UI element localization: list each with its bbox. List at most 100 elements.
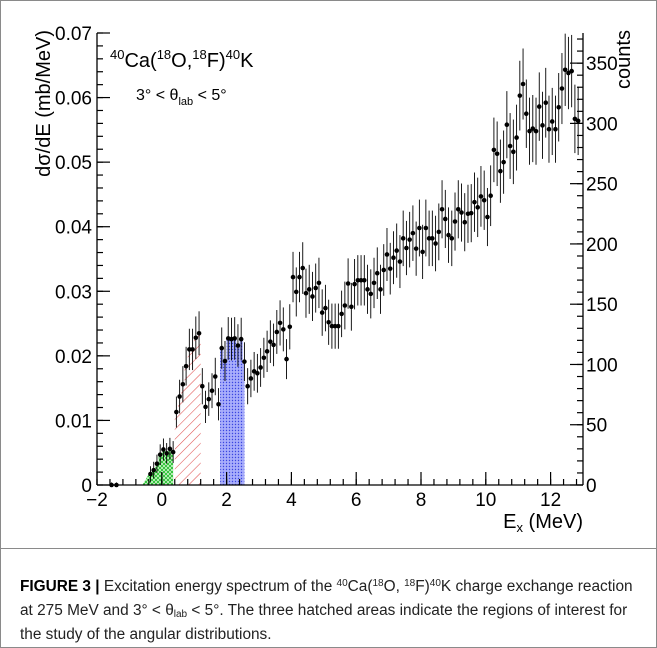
y2-tick-label: 0: [586, 476, 597, 497]
data-point: [316, 280, 322, 286]
data-point: [384, 252, 390, 257]
caption-sup: 40: [336, 578, 348, 589]
data-point: [472, 199, 477, 205]
x-tick-label: 8: [416, 490, 427, 511]
data-point: [446, 232, 451, 238]
data-point: [478, 194, 484, 199]
y2-axis-label: counts: [613, 30, 635, 89]
data-point: [433, 241, 438, 246]
data-point: [378, 287, 383, 292]
x-tick-label: 2: [221, 490, 232, 511]
data-point: [339, 311, 344, 317]
data-point: [306, 287, 312, 292]
data-point: [527, 128, 532, 134]
data-point: [193, 335, 199, 341]
data-point: [365, 287, 370, 292]
caption-text: O,: [383, 578, 405, 595]
y2-tick-label: 350: [586, 54, 618, 75]
data-point: [413, 246, 419, 251]
data-point: [281, 327, 286, 332]
y2-tick-label: 50: [586, 416, 607, 437]
data-point: [151, 467, 156, 473]
data-point: [235, 343, 241, 348]
data-point: [553, 126, 558, 132]
data-point: [407, 237, 412, 242]
data-point: [222, 358, 228, 364]
data-point: [268, 339, 273, 344]
data-point: [187, 347, 192, 352]
data-point: [449, 236, 455, 241]
y-axis-label: dσ/dE (mb/MeV): [33, 30, 55, 177]
data-point: [190, 347, 195, 352]
y2-tick-label: 300: [586, 114, 618, 135]
caption-label: FIGURE 3 |: [20, 578, 100, 595]
angle-range-label: 3° < θlab < 5°: [136, 87, 227, 108]
x-tick-label: 4: [286, 490, 297, 511]
data-point: [232, 336, 237, 341]
hatched-regions: [142, 333, 245, 485]
data-point: [400, 236, 406, 241]
data-point: [206, 396, 212, 402]
data-point: [517, 93, 523, 98]
data-point: [167, 446, 173, 452]
data-point: [494, 151, 500, 157]
data-point: [174, 409, 179, 415]
data-point: [154, 461, 160, 466]
data-point: [410, 230, 416, 236]
data-point: [212, 374, 218, 379]
caption-sup: 40: [429, 578, 441, 589]
caption-sub: lab: [173, 609, 188, 620]
data-point: [287, 324, 293, 330]
data-point: [485, 214, 490, 220]
y2-tick-label: 200: [586, 235, 618, 256]
data-point: [543, 100, 549, 106]
data-point: [303, 290, 309, 296]
data-point: [180, 381, 186, 387]
reaction-label: 40Ca(18O,18F)40K: [110, 47, 254, 72]
data-points: [109, 67, 581, 488]
data-point: [319, 310, 325, 315]
data-point: [540, 123, 545, 128]
hatched-region-2: [174, 333, 201, 485]
data-point: [310, 294, 315, 299]
y2-tick-label: 100: [586, 355, 618, 376]
data-point: [349, 304, 354, 310]
data-point: [569, 68, 574, 74]
x-tick-label: 12: [540, 490, 561, 511]
x-tick-label: −2: [86, 490, 108, 511]
data-point: [443, 216, 448, 222]
data-point: [219, 345, 225, 351]
data-point: [371, 280, 377, 286]
data-point: [520, 81, 526, 87]
data-point: [300, 265, 306, 271]
data-point: [455, 206, 461, 212]
data-point: [200, 383, 205, 389]
data-point: [430, 236, 435, 241]
data-point: [549, 119, 555, 124]
data-point: [468, 210, 474, 216]
data-point: [336, 323, 341, 329]
data-point: [323, 305, 328, 311]
data-point: [439, 206, 445, 212]
data-point: [216, 401, 221, 407]
hatched-region-3: [220, 338, 245, 485]
caption-sup: 18: [404, 578, 416, 589]
data-point: [332, 323, 338, 329]
data-point: [368, 291, 374, 297]
x-tick-labels: −2 0 2 4 6 8 10 12: [86, 490, 561, 511]
data-point: [475, 205, 481, 210]
y2-tick-labels: 0 50 100 150 200 250 300 350: [586, 54, 618, 497]
caption-text: Ca(: [347, 578, 373, 595]
data-point: [397, 259, 403, 264]
y-tick-label: 0.06: [55, 89, 92, 110]
data-point: [326, 319, 331, 325]
data-point: [488, 193, 493, 199]
x-tick-label: 10: [475, 490, 496, 511]
data-point: [524, 111, 529, 117]
data-point: [183, 363, 189, 369]
data-point: [559, 86, 565, 91]
data-point: [290, 274, 296, 280]
data-point: [417, 225, 422, 231]
caption-text: Excitation energy spectrum of the: [99, 578, 337, 595]
